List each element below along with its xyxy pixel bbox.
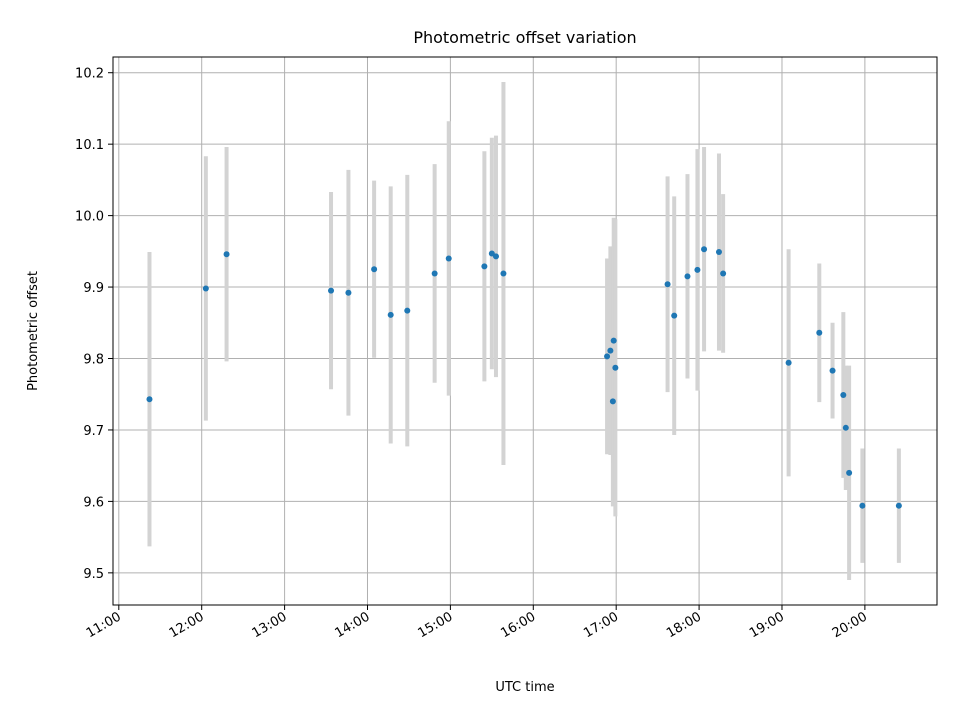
- y-tick-label: 9.7: [83, 424, 104, 439]
- y-tick-label: 9.8: [83, 353, 104, 368]
- x-tick-label: 19:00: [747, 609, 787, 641]
- plot-frame: [112, 56, 938, 606]
- data-point: [715, 249, 722, 256]
- data-point: [223, 251, 230, 258]
- data-point: [671, 312, 678, 319]
- x-tick-label: 11:00: [84, 609, 124, 641]
- x-tick-label: 16:00: [498, 609, 538, 641]
- data-point: [895, 502, 902, 509]
- data-point: [612, 364, 619, 371]
- y-tick-label: 9.9: [83, 281, 104, 296]
- axis-ticks: 11:00 12:00 13:00 14:00 15:00 16:00 17:00 18:00…: [75, 67, 870, 641]
- data-point: [720, 270, 727, 277]
- data-point: [684, 273, 691, 280]
- x-tick-label: 17:00: [581, 609, 621, 641]
- data-point: [404, 307, 411, 314]
- data-point: [328, 287, 335, 294]
- y-tick-label: 9.5: [83, 567, 104, 582]
- y-axis-label: Photometric offset: [26, 271, 41, 391]
- x-tick-label: 13:00: [250, 609, 290, 641]
- data-point: [607, 347, 614, 354]
- data-point: [609, 398, 616, 405]
- x-tick-label: 18:00: [664, 609, 704, 641]
- data-point: [664, 281, 671, 288]
- grid-lines: [113, 57, 937, 605]
- data-point: [859, 502, 866, 509]
- data-point: [785, 359, 792, 366]
- data-points: [146, 246, 902, 509]
- data-point: [846, 469, 853, 476]
- y-tick-label: 9.6: [83, 495, 104, 510]
- data-point: [371, 266, 378, 273]
- x-tick-label: 20:00: [830, 609, 870, 641]
- y-tick-label: 10.2: [75, 67, 104, 82]
- data-point: [842, 424, 849, 431]
- x-axis-label: UTC time: [495, 680, 554, 695]
- data-point: [146, 396, 153, 403]
- data-point: [445, 255, 452, 262]
- data-point: [694, 266, 701, 273]
- data-point: [345, 289, 352, 296]
- data-point: [816, 329, 823, 336]
- error-bars: [147, 82, 901, 580]
- data-point: [492, 253, 499, 260]
- x-tick-label: 15:00: [415, 609, 455, 641]
- data-point: [202, 285, 209, 292]
- data-point: [387, 311, 394, 318]
- data-point: [701, 246, 708, 253]
- data-point: [500, 270, 507, 277]
- y-tick-label: 10.1: [75, 138, 104, 153]
- data-point: [829, 367, 836, 374]
- data-point: [840, 391, 847, 398]
- x-tick-label: 14:00: [333, 609, 373, 641]
- y-tick-label: 10.0: [75, 210, 104, 225]
- data-point: [431, 270, 438, 277]
- x-tick-label: 12:00: [167, 609, 207, 641]
- data-point: [610, 337, 617, 344]
- chart-title: Photometric offset variation: [413, 28, 636, 47]
- data-point: [604, 353, 611, 360]
- data-point: [481, 263, 488, 270]
